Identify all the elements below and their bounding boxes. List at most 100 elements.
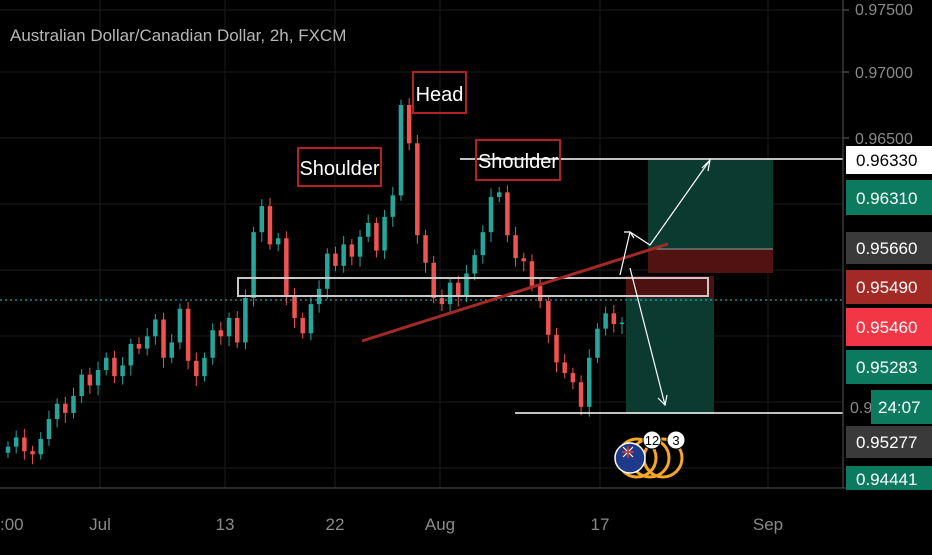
- candle-body[interactable]: [537, 285, 543, 302]
- candle-body[interactable]: [357, 236, 363, 257]
- candle-body[interactable]: [194, 360, 199, 377]
- price-axis[interactable]: 0.97500 0.97000 0.96500: [843, 2, 913, 148]
- candle-body[interactable]: [284, 238, 289, 297]
- candle-body[interactable]: [153, 319, 158, 337]
- candle-body[interactable]: [365, 222, 371, 237]
- candle-body[interactable]: [521, 258, 527, 262]
- shoulder-right-label[interactable]: Shoulder: [475, 139, 561, 181]
- candle-body[interactable]: [177, 308, 183, 343]
- candle-body[interactable]: [488, 196, 494, 233]
- candle-body[interactable]: [390, 195, 396, 217]
- candle-body[interactable]: [431, 262, 436, 299]
- candle-body[interactable]: [226, 317, 232, 337]
- candle-body[interactable]: [234, 317, 240, 343]
- candle-body[interactable]: [333, 253, 338, 266]
- head-label[interactable]: Head: [412, 71, 467, 114]
- candle-body[interactable]: [144, 336, 150, 349]
- candle-body[interactable]: [570, 373, 576, 383]
- candle-body[interactable]: [325, 253, 330, 289]
- candle-body[interactable]: [38, 438, 43, 455]
- candle-body[interactable]: [341, 244, 346, 266]
- price-tag-text: 0.95283: [856, 358, 917, 377]
- candle-body[interactable]: [456, 282, 461, 297]
- neckline[interactable]: [361, 242, 669, 343]
- countdown-text: 24:07: [878, 398, 921, 417]
- candle-body[interactable]: [128, 343, 134, 366]
- candle-body[interactable]: [5, 446, 11, 453]
- candle-body[interactable]: [210, 330, 215, 358]
- candle-body[interactable]: [46, 419, 52, 439]
- candle-body[interactable]: [513, 235, 518, 259]
- event-badges[interactable]: 12 3: [614, 430, 686, 479]
- candle-body[interactable]: [554, 334, 559, 363]
- candle-body[interactable]: [611, 313, 617, 325]
- candle-body[interactable]: [447, 282, 453, 305]
- price-tick-label: 0.97000: [855, 65, 913, 82]
- candle-body[interactable]: [505, 192, 510, 236]
- candle-body[interactable]: [398, 104, 404, 196]
- candle-body[interactable]: [54, 403, 60, 420]
- candle-body[interactable]: [251, 232, 256, 299]
- candle-body[interactable]: [243, 298, 248, 343]
- candle-body[interactable]: [71, 396, 76, 413]
- time-axis[interactable]: :00 Jul 13 22 Aug 17 Sep: [0, 515, 783, 534]
- short-target-zone[interactable]: [626, 298, 714, 414]
- event-count-badge: [642, 430, 662, 450]
- candle-body[interactable]: [22, 437, 27, 452]
- candle-body[interactable]: [267, 206, 273, 245]
- candle-body[interactable]: [496, 192, 502, 197]
- candle-body[interactable]: [259, 206, 265, 233]
- projection-arrows: [619, 158, 711, 407]
- candle-body[interactable]: [472, 255, 477, 274]
- price-tag: [846, 180, 932, 215]
- candle-body[interactable]: [423, 235, 428, 263]
- candle-body[interactable]: [13, 437, 19, 447]
- candle-body[interactable]: [87, 374, 93, 386]
- candle-body[interactable]: [30, 451, 35, 455]
- candle-body[interactable]: [382, 216, 387, 251]
- annotation-text: Shoulder: [478, 151, 558, 173]
- event-count-text: 3: [672, 433, 679, 448]
- candle-body[interactable]: [275, 238, 281, 245]
- long-target-zone[interactable]: [648, 160, 773, 249]
- candle-body[interactable]: [480, 232, 486, 256]
- support-zone-box[interactable]: [237, 277, 709, 297]
- candle-body[interactable]: [603, 313, 608, 329]
- candle-body[interactable]: [103, 357, 109, 371]
- candle-body[interactable]: [439, 298, 445, 305]
- price-tag-text: 0.95277: [856, 433, 917, 452]
- candle-body[interactable]: [619, 322, 625, 325]
- candle-body[interactable]: [120, 365, 125, 377]
- candle-body[interactable]: [169, 342, 174, 358]
- candle-body[interactable]: [218, 330, 224, 337]
- candle-body[interactable]: [292, 296, 297, 318]
- bullish-arrow: [619, 159, 711, 276]
- candle-body[interactable]: [578, 382, 584, 407]
- candle-body[interactable]: [63, 403, 68, 413]
- candle-body[interactable]: [300, 317, 305, 334]
- candle-body[interactable]: [308, 304, 314, 334]
- candle-body[interactable]: [374, 222, 379, 251]
- candle-body[interactable]: [464, 273, 469, 297]
- candle-body[interactable]: [185, 308, 191, 361]
- candle-body[interactable]: [79, 374, 84, 397]
- shoulder-left-label[interactable]: Shoulder: [297, 147, 382, 187]
- short-stop-zone[interactable]: [626, 276, 714, 298]
- candle-body[interactable]: [587, 357, 592, 407]
- candle-body[interactable]: [595, 328, 600, 358]
- candle-body[interactable]: [546, 301, 551, 335]
- candle-body[interactable]: [202, 357, 207, 377]
- candle-body[interactable]: [112, 357, 117, 377]
- candle-body[interactable]: [161, 319, 166, 358]
- event-count-text: 12: [645, 433, 659, 448]
- candle-body[interactable]: [529, 261, 535, 286]
- candle-body[interactable]: [136, 343, 142, 349]
- long-stop-zone[interactable]: [648, 249, 773, 273]
- candle-body[interactable]: [406, 104, 412, 144]
- candle-body[interactable]: [562, 362, 567, 374]
- candle-body[interactable]: [415, 143, 420, 236]
- candle-body[interactable]: [95, 370, 101, 386]
- candle-body[interactable]: [349, 244, 355, 257]
